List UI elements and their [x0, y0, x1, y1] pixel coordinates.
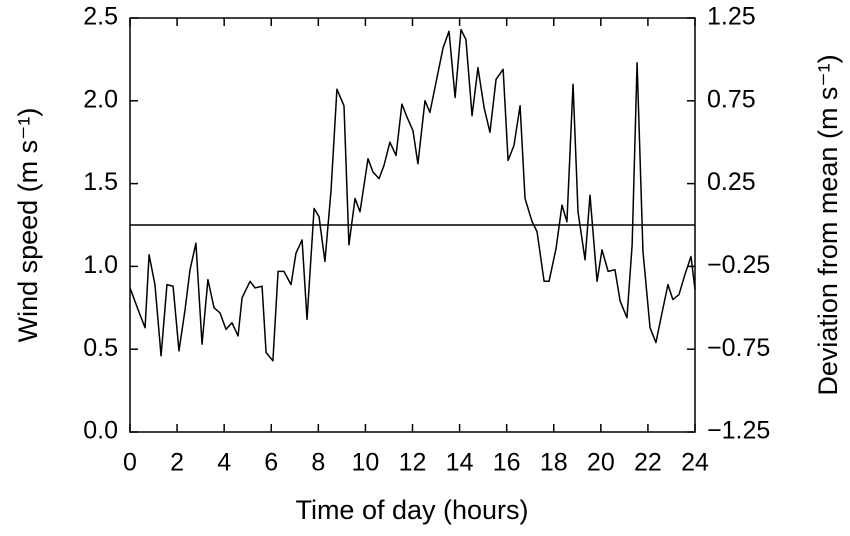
y2-tick-label: 1.25: [707, 3, 756, 31]
y2-tick-label: −1.25: [707, 417, 770, 445]
y2-tick-label: −0.25: [707, 251, 770, 279]
x-tick-label: 2: [170, 449, 184, 477]
y2-axis-label: Deviation from mean (m s⁻¹): [813, 54, 843, 395]
data-line: [129, 28, 696, 362]
x-axis-label: Time of day (hours): [295, 495, 528, 525]
y2-tick-label: −0.75: [707, 334, 770, 362]
y-tick-label: 0.0: [83, 417, 118, 445]
x-tick-label: 0: [123, 449, 137, 477]
x-tick-label: 10: [352, 449, 380, 477]
x-tick-label: 24: [681, 449, 709, 477]
x-tick-label: 8: [311, 449, 325, 477]
y-tick-label: 1.0: [83, 251, 118, 279]
x-tick-label: 20: [587, 449, 615, 477]
x-tick-label: 16: [493, 449, 521, 477]
x-tick-label: 6: [264, 449, 278, 477]
x-tick-label: 4: [217, 449, 231, 477]
x-tick-label: 12: [399, 449, 427, 477]
y-tick-label: 0.5: [83, 334, 118, 362]
x-tick-label: 18: [540, 449, 568, 477]
x-tick-label: 14: [446, 449, 474, 477]
y2-tick-label: 0.75: [707, 85, 756, 113]
x-tick-label: 22: [634, 449, 662, 477]
y-tick-label: 2.5: [83, 3, 118, 31]
y2-tick-label: 0.25: [707, 168, 756, 196]
y-axis-label: Wind speed (m s⁻¹): [13, 108, 43, 343]
y-tick-label: 2.0: [83, 85, 118, 113]
y-tick-label: 1.5: [83, 168, 118, 196]
